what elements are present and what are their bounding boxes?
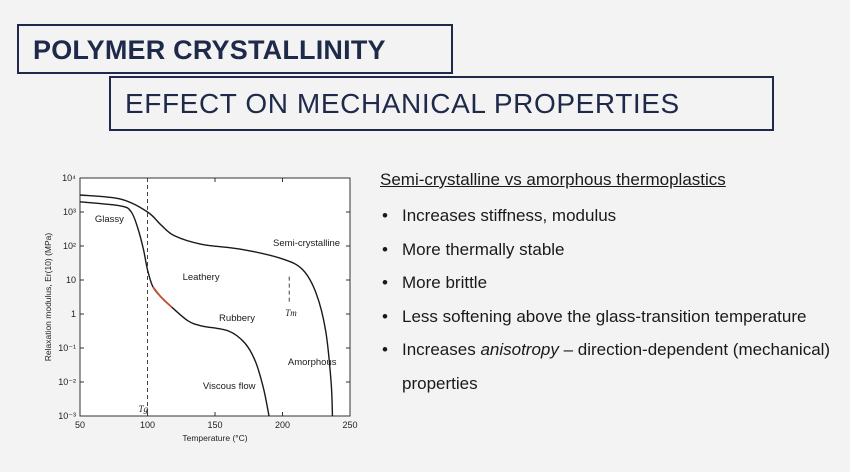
bullet-item: More brittle — [380, 266, 840, 300]
title-box: POLYMER CRYSTALLINITY — [17, 24, 453, 74]
bullet-item: Less softening above the glass-transitio… — [380, 300, 840, 334]
bullet-list: Increases stiffness, modulus More therma… — [380, 199, 840, 400]
region-label: Leathery — [183, 272, 220, 283]
x-tick-label: 250 — [342, 420, 357, 430]
y-tick-label: 10 — [66, 275, 76, 285]
bullet-item: Increases stiffness, modulus — [380, 199, 840, 233]
slide-title: POLYMER CRYSTALLINITY — [33, 35, 386, 65]
bullet-item: More thermally stable — [380, 233, 840, 267]
modulus-temperature-chart: 50 100 150 200 250 10⁻³ 10⁻² 10⁻¹ 1 10 10² 10³ 10⁴ Te… — [43, 173, 358, 443]
plot-frame — [79, 177, 351, 417]
panel-heading: Semi-crystalline vs amorphous thermoplas… — [380, 170, 726, 189]
region-label: Viscous flow — [203, 381, 256, 392]
leathery-highlight-segment — [152, 286, 173, 308]
region-label: Glassy — [95, 214, 124, 225]
region-label: Amorphous — [288, 357, 337, 368]
bullet-item: Increases anisotropy – direction-depende… — [380, 333, 840, 400]
y-tick-label: 10² — [63, 241, 76, 251]
bullet-emphasis: anisotropy — [480, 340, 559, 359]
text-panel: Semi-crystalline vs amorphous thermoplas… — [380, 167, 840, 400]
y-tick-label: 10⁻² — [58, 377, 76, 387]
region-label: Semi-crystalline — [273, 238, 340, 249]
y-tick-label: 10⁻¹ — [58, 343, 76, 353]
y-axis-label: Relaxation modulus, Er(10) (MPa) — [43, 233, 53, 362]
x-tick-label: 200 — [275, 420, 290, 430]
subtitle-box: EFFECT ON MECHANICAL PROPERTIES — [109, 76, 774, 131]
bullet-text: Increases — [402, 340, 481, 359]
y-tick-label: 10³ — [63, 207, 76, 217]
y-tick-label: 10⁴ — [62, 173, 76, 183]
y-tick-label: 1 — [71, 309, 76, 319]
region-label: Rubbery — [219, 313, 255, 324]
tm-marker-label: Tm — [285, 308, 297, 318]
x-axis-label: Temperature (°C) — [182, 433, 247, 443]
bullet-text: – direction-dependent (mechanical) prope… — [402, 340, 831, 393]
tg-marker-label: Tg — [139, 404, 149, 414]
x-tick-label: 100 — [140, 420, 155, 430]
x-tick-label: 150 — [207, 420, 222, 430]
semi-crystalline-curve — [79, 194, 334, 417]
y-tick-label: 10⁻³ — [58, 411, 76, 421]
x-tick-label: 50 — [75, 420, 85, 430]
slide-subtitle: EFFECT ON MECHANICAL PROPERTIES — [125, 88, 680, 119]
